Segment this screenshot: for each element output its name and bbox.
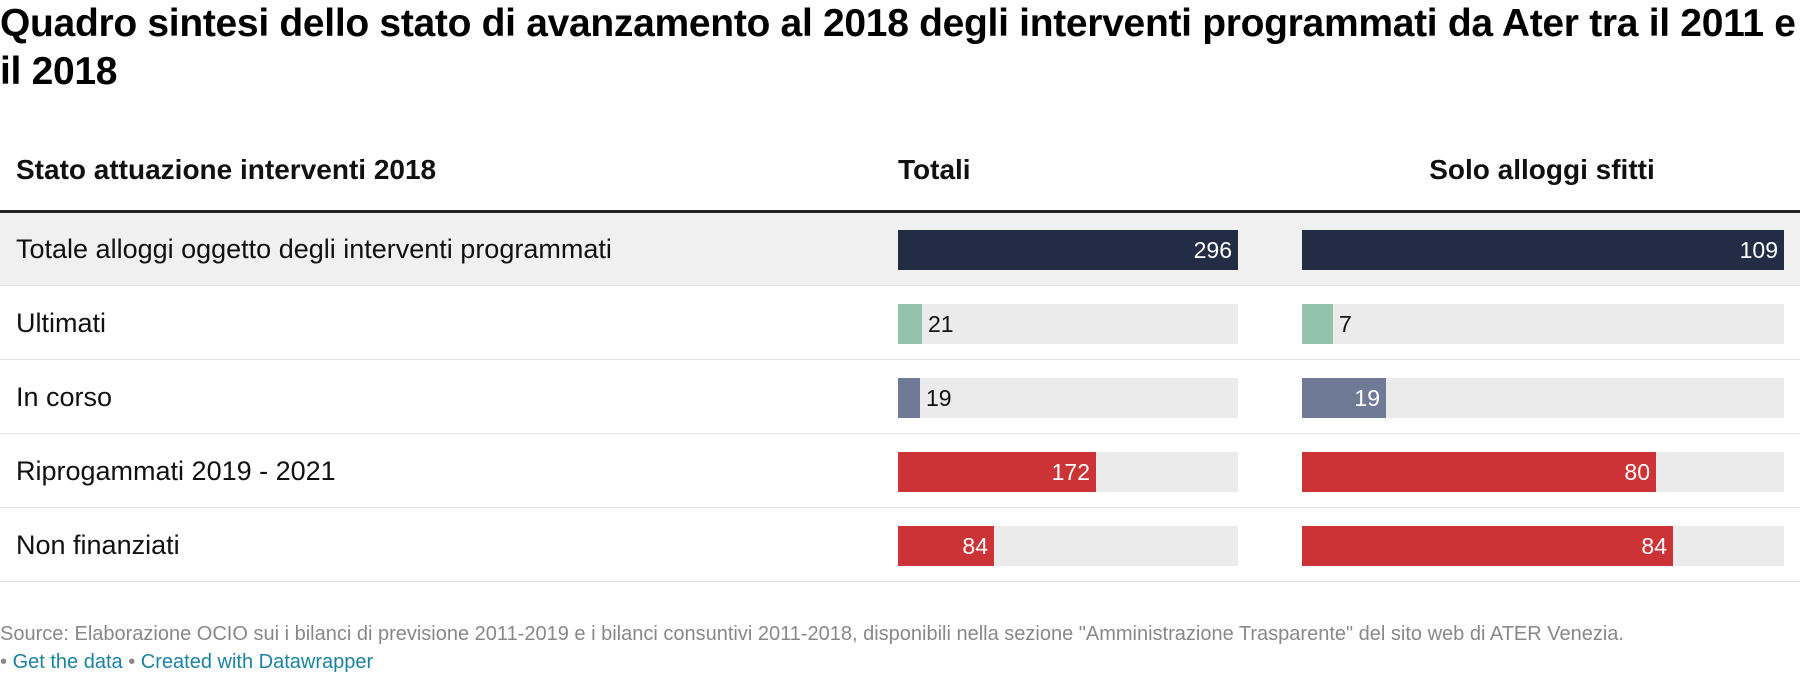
bar-track-solo: 80: [1302, 452, 1784, 492]
bar-value-label: 84: [1641, 533, 1667, 559]
bar-value-label: 19: [926, 385, 952, 411]
bar-value-label: 7: [1339, 311, 1352, 337]
table-row: In corso 19 19: [0, 361, 1800, 434]
source-note: Source: Elaborazione OCIO sui i bilanci …: [0, 623, 1624, 645]
row-label: Ultimati: [16, 308, 107, 338]
column-header-stato: Stato attuazione interventi 2018: [16, 154, 437, 185]
footer-links: • Get the data • Created with Datawrappe…: [0, 648, 373, 676]
bar-track-solo: 19: [1302, 378, 1784, 418]
bar-value-label: 109: [1739, 237, 1778, 263]
bar: [1302, 304, 1333, 344]
row-label: In corso: [16, 382, 113, 412]
column-header-solo-alloggi-sfitti: Solo alloggi sfitti: [1429, 154, 1655, 185]
footer-bullet: •: [0, 651, 8, 673]
footer-bullet: •: [128, 651, 136, 673]
get-the-data-link[interactable]: Get the data: [12, 651, 123, 673]
bar-value-label: 296: [1193, 237, 1232, 263]
bar: [1302, 452, 1656, 492]
column-header-totali: Totali: [898, 154, 971, 185]
bar-track-solo: 109: [1302, 230, 1784, 270]
bar-track-totali: 296: [898, 230, 1238, 270]
bar-track-solo: 84: [1302, 526, 1784, 566]
bar-track-totali: 84: [898, 526, 1238, 566]
table-row: Ultimati 21 7: [0, 287, 1800, 360]
bar: [1302, 378, 1386, 418]
bar-track-totali: 172: [898, 452, 1238, 492]
bar: [1302, 526, 1673, 566]
table-row: Totale alloggi oggetto degli interventi …: [0, 213, 1800, 286]
bar-value-label: 172: [1051, 459, 1090, 485]
bar-track-totali: 21: [898, 304, 1238, 344]
bar: [898, 304, 922, 344]
bar: [898, 230, 1238, 270]
table-row: Non finanziati 84 84: [0, 509, 1800, 582]
bar: [898, 526, 994, 566]
bar: [1302, 230, 1784, 270]
header-divider: [0, 210, 1800, 213]
bar-track-solo: 7: [1302, 304, 1784, 344]
row-label: Riprogammati 2019 - 2021: [16, 456, 336, 486]
bar-value-label: 21: [928, 311, 954, 337]
bar: [898, 452, 1096, 492]
table-row: Riprogammati 2019 - 2021 172 80: [0, 435, 1800, 508]
row-label: Non finanziati: [16, 530, 180, 560]
row-label: Totale alloggi oggetto degli interventi …: [16, 234, 612, 264]
bar-value-label: 84: [962, 533, 988, 559]
datawrapper-link[interactable]: Created with Datawrapper: [140, 651, 374, 673]
bar-value-label: 19: [1354, 385, 1380, 411]
bar-track-totali: 19: [898, 378, 1238, 418]
bar: [898, 378, 920, 418]
chart-title: Quadro sintesi dello stato di avanzament…: [0, 2, 1796, 93]
bar-value-label: 80: [1624, 459, 1650, 485]
